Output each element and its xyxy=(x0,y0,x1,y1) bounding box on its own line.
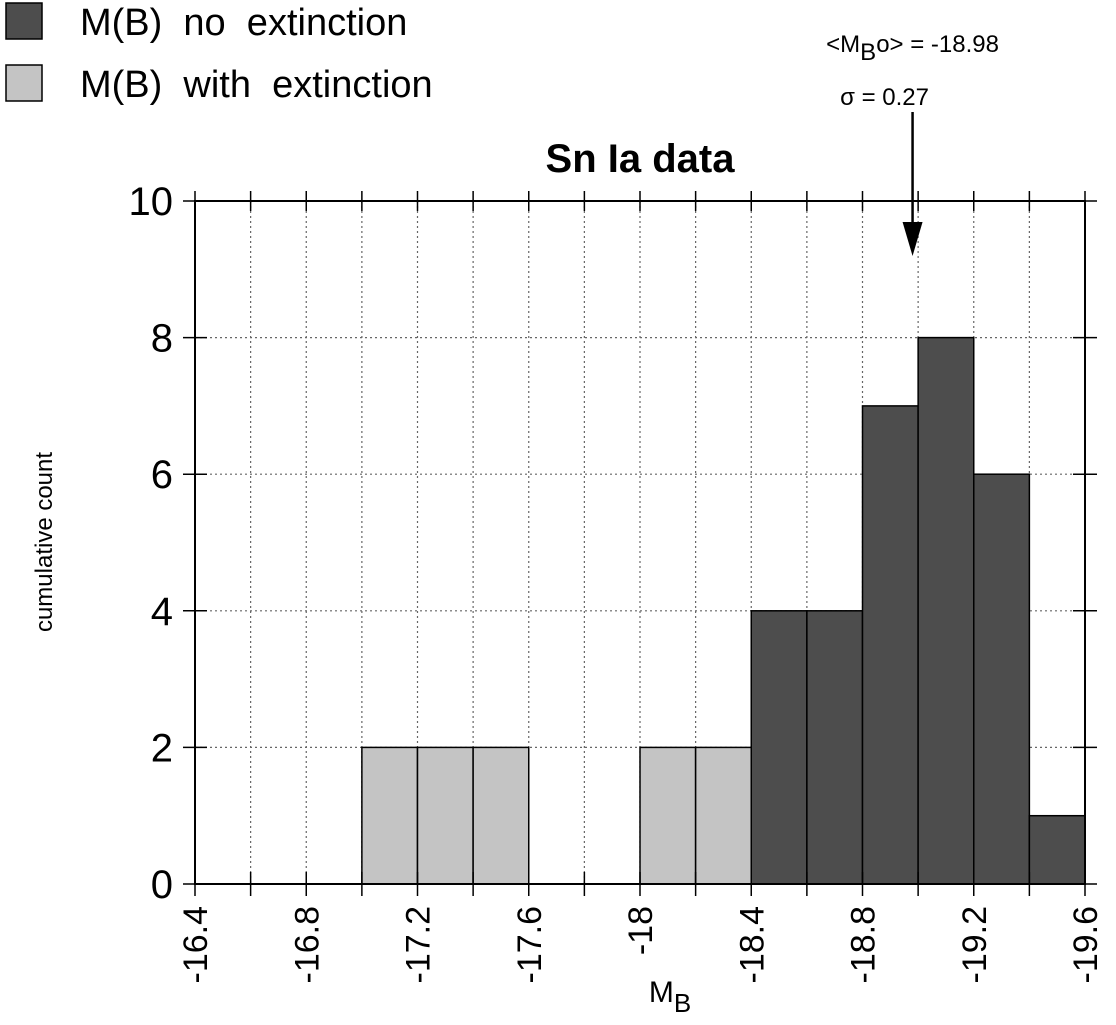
bar xyxy=(973,473,1031,885)
annotation-suffix: o> = -18.98 xyxy=(876,31,999,58)
annotation: <MBo> = -18.98 σ = 0.27 xyxy=(826,31,999,111)
annotation-text: <MBo> = -18.98 xyxy=(826,31,999,66)
x-tick-label: -16.4 xyxy=(177,906,215,984)
y-tick-label: 6 xyxy=(151,453,173,497)
legend-swatch xyxy=(5,2,43,40)
x-tick-label: -17.2 xyxy=(400,906,438,984)
bar xyxy=(750,610,808,885)
bar xyxy=(639,746,697,885)
y-tick-label: 2 xyxy=(151,726,173,770)
x-tick-label: -18.4 xyxy=(733,906,771,984)
y-tick-label: 8 xyxy=(151,317,173,361)
y-tick-label: 4 xyxy=(151,590,173,634)
y-tick-label: 10 xyxy=(129,180,174,224)
annotation-prefix: <M xyxy=(826,31,860,58)
annotation-arrowhead xyxy=(902,222,923,256)
bar xyxy=(416,746,474,885)
x-axis-label-sub: B xyxy=(674,988,691,1018)
y-tick-label: 0 xyxy=(151,863,173,907)
x-tick-label: -18.8 xyxy=(845,906,883,984)
legend-label: M(B) no extinction xyxy=(80,2,407,44)
bar xyxy=(472,746,530,885)
legend-swatch xyxy=(5,64,43,102)
annotation-sub: B xyxy=(860,39,876,66)
bars xyxy=(361,336,1086,885)
bar xyxy=(361,746,419,885)
x-tick-label: -16.8 xyxy=(288,906,326,984)
bar xyxy=(861,405,919,885)
legend-label: M(B) with extinction xyxy=(80,64,433,106)
x-axis-label-main: M xyxy=(649,976,674,1009)
x-tick-label: -19.6 xyxy=(1067,906,1105,984)
x-axis-label: MB xyxy=(649,976,691,1018)
annotation-sigma: σ = 0.27 xyxy=(840,84,929,111)
x-tick-label: -17.6 xyxy=(511,906,549,984)
bar xyxy=(1028,814,1086,885)
bar xyxy=(694,746,752,885)
bar xyxy=(917,336,975,885)
y-axis-label: cumulative count xyxy=(31,452,58,632)
chart-title: Sn Ia data xyxy=(546,137,736,181)
x-tick-label: -18 xyxy=(622,906,660,955)
bar xyxy=(806,610,864,885)
x-tick-label: -19.2 xyxy=(956,906,994,984)
